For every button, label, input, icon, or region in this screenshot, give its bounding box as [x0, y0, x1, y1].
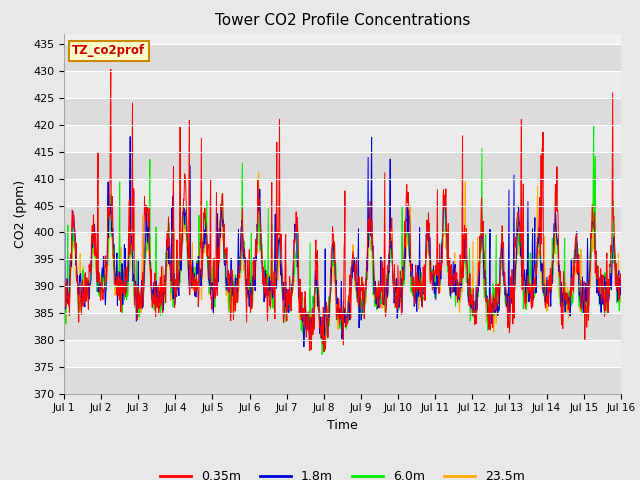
23.5m: [170, 227, 178, 232]
X-axis label: Time: Time: [327, 419, 358, 432]
6.0m: [170, 282, 178, 288]
23.5m: [321, 338, 328, 344]
6.0m: [318, 352, 326, 358]
Y-axis label: CO2 (ppm): CO2 (ppm): [15, 180, 28, 248]
23.5m: [184, 265, 191, 271]
Bar: [64, 44, 621, 71]
0.35m: [320, 349, 328, 355]
0.35m: [246, 310, 254, 316]
6.0m: [184, 248, 191, 254]
Bar: [64, 98, 621, 125]
0.35m: [60, 291, 68, 297]
23.5m: [502, 298, 510, 303]
1.8m: [552, 208, 559, 214]
Line: 0.35m: 0.35m: [64, 69, 621, 352]
Line: 23.5m: 23.5m: [64, 172, 621, 341]
Line: 6.0m: 6.0m: [64, 126, 621, 355]
1.8m: [306, 345, 314, 350]
1.8m: [246, 281, 254, 287]
Bar: [64, 71, 621, 98]
Bar: [64, 205, 621, 232]
0.35m: [617, 279, 625, 285]
0.35m: [107, 66, 115, 72]
6.0m: [60, 311, 68, 316]
Bar: [64, 179, 621, 205]
6.0m: [246, 297, 254, 302]
1.8m: [429, 263, 437, 269]
Bar: [64, 232, 621, 259]
Title: Tower CO2 Profile Concentrations: Tower CO2 Profile Concentrations: [214, 13, 470, 28]
6.0m: [617, 286, 625, 292]
0.35m: [184, 246, 192, 252]
1.8m: [184, 257, 192, 263]
Line: 1.8m: 1.8m: [64, 137, 621, 348]
6.0m: [429, 282, 437, 288]
23.5m: [617, 284, 625, 290]
Legend: 0.35m, 1.8m, 6.0m, 23.5m: 0.35m, 1.8m, 6.0m, 23.5m: [155, 465, 530, 480]
Bar: [64, 259, 621, 286]
6.0m: [502, 295, 509, 301]
Bar: [64, 313, 621, 340]
23.5m: [60, 300, 68, 306]
1.8m: [126, 134, 134, 140]
Bar: [64, 340, 621, 367]
Bar: [64, 152, 621, 179]
23.5m: [255, 169, 262, 175]
0.35m: [502, 298, 510, 304]
23.5m: [246, 292, 254, 298]
1.8m: [502, 304, 510, 310]
Text: TZ_co2prof: TZ_co2prof: [72, 44, 145, 58]
0.35m: [429, 271, 437, 277]
1.8m: [60, 297, 68, 302]
0.35m: [552, 181, 559, 187]
Bar: [64, 286, 621, 313]
23.5m: [429, 269, 437, 275]
6.0m: [590, 123, 598, 129]
23.5m: [552, 248, 559, 253]
6.0m: [551, 221, 559, 227]
Bar: [64, 367, 621, 394]
1.8m: [171, 302, 179, 308]
Bar: [64, 125, 621, 152]
1.8m: [617, 292, 625, 298]
0.35m: [171, 305, 179, 311]
